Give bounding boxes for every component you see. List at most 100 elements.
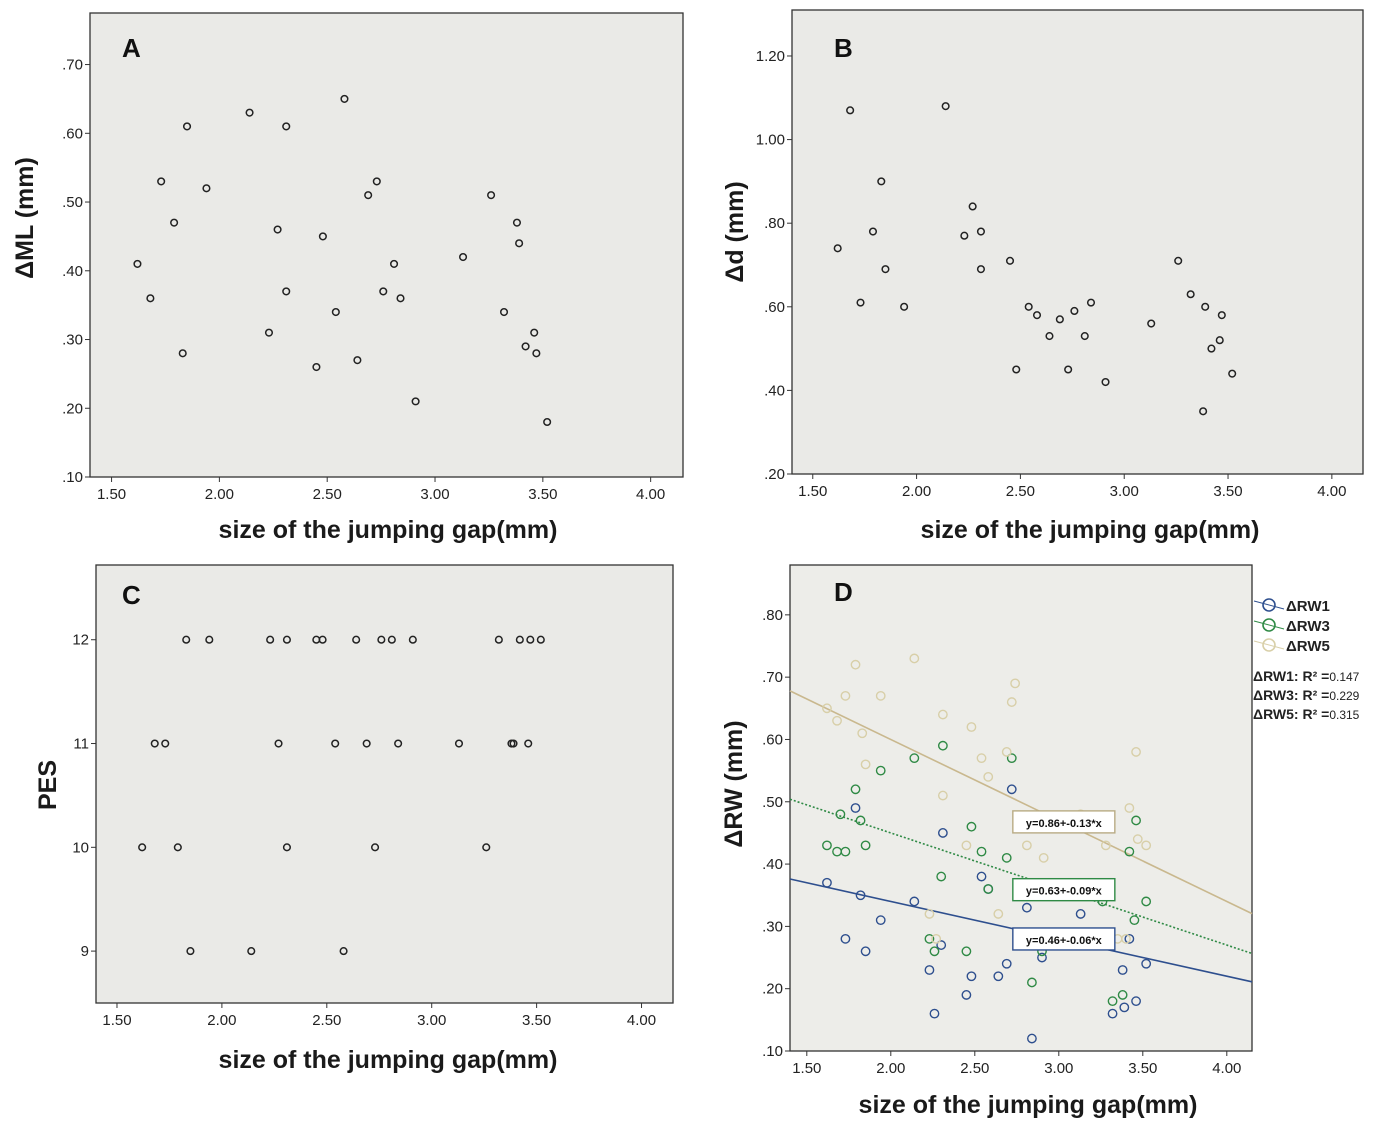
data-point bbox=[1024, 302, 1033, 311]
data-point bbox=[387, 635, 396, 644]
data-point bbox=[515, 635, 524, 644]
data-point bbox=[966, 722, 977, 732]
data-point bbox=[362, 739, 371, 748]
data-point bbox=[961, 840, 972, 851]
plot-area-a bbox=[89, 12, 684, 478]
data-point bbox=[1027, 1033, 1037, 1044]
data-point bbox=[936, 871, 947, 882]
data-point bbox=[1075, 909, 1086, 919]
data-point bbox=[993, 909, 1004, 919]
data-point bbox=[202, 184, 211, 193]
x-tick-label: 2.00 bbox=[207, 1012, 236, 1029]
data-point bbox=[1117, 990, 1128, 1000]
data-point bbox=[282, 122, 291, 131]
data-point bbox=[526, 635, 535, 644]
data-point bbox=[1080, 332, 1089, 341]
x-tick-label: 3.50 bbox=[528, 486, 557, 503]
x-tick-label: 2.50 bbox=[1006, 483, 1035, 500]
data-point bbox=[931, 933, 942, 944]
data-point bbox=[389, 259, 399, 268]
data-point bbox=[1038, 852, 1049, 863]
data-point bbox=[909, 753, 920, 764]
data-point bbox=[1119, 1002, 1130, 1013]
data-point bbox=[1141, 958, 1152, 969]
y-axis-label-c: PES bbox=[34, 760, 62, 810]
data-point bbox=[339, 947, 348, 956]
data-point bbox=[1132, 834, 1143, 845]
panel-b: B 1.50 2.00 2.50 3.00 3.50 4.00.20.40.60.801.… bbox=[721, 9, 1364, 544]
data-point bbox=[924, 933, 935, 944]
x-tick-label: 1.50 bbox=[102, 1012, 131, 1029]
data-point bbox=[1005, 256, 1015, 265]
panel-label-d: D bbox=[834, 577, 853, 607]
data-point bbox=[1101, 377, 1110, 387]
data-point bbox=[1064, 365, 1073, 374]
y-tick-label: .40 bbox=[62, 263, 83, 280]
data-point bbox=[1100, 840, 1111, 851]
x-tick-label: 3.50 bbox=[1128, 1060, 1157, 1077]
data-point bbox=[1021, 840, 1032, 851]
data-point bbox=[182, 122, 192, 131]
data-point bbox=[909, 896, 920, 907]
plot-area-d bbox=[789, 564, 1253, 1052]
y-tick-label: .10 bbox=[62, 469, 83, 486]
fit-equation-ΔRW1: y=0.46+-0.06*x bbox=[1026, 935, 1103, 947]
data-point bbox=[1174, 256, 1183, 265]
data-point bbox=[1001, 852, 1012, 863]
data-point bbox=[411, 397, 420, 406]
data-point bbox=[929, 1008, 940, 1019]
y-tick-label: .60 bbox=[764, 299, 785, 316]
data-point bbox=[340, 94, 349, 103]
data-point bbox=[840, 933, 851, 944]
x-tick-label: 1.50 bbox=[97, 486, 126, 503]
data-point bbox=[1124, 933, 1135, 944]
points-a bbox=[133, 94, 552, 427]
y-tick-label: 9 bbox=[81, 943, 89, 960]
y-tick-label: 11 bbox=[73, 736, 89, 753]
data-point bbox=[976, 753, 987, 764]
y-tick-label: .20 bbox=[62, 400, 83, 417]
r2-annotation: ΔRW3: R² =0.229 bbox=[1253, 687, 1360, 703]
panel-d: D 1.50 2.00 2.50 3.00 3.50 4.00 .10 .20 .30 .40 .5… bbox=[720, 564, 1360, 1119]
data-point bbox=[1141, 896, 1152, 907]
y-tick-label: .40 bbox=[762, 856, 783, 873]
data-point bbox=[909, 653, 920, 664]
data-point bbox=[1010, 678, 1021, 689]
x-tick-label: 4.00 bbox=[627, 1012, 656, 1029]
y-tick-label: .30 bbox=[62, 332, 83, 349]
fit-equations-d: y=0.46+-0.06*x y=0.63+-0.09*x y=0.86+-0.13… bbox=[1012, 810, 1116, 951]
data-point bbox=[875, 690, 886, 701]
points-d bbox=[822, 653, 1152, 1044]
data-point bbox=[840, 846, 851, 857]
data-point bbox=[454, 739, 464, 748]
fit-equation-box-ΔRW5 bbox=[1012, 810, 1116, 834]
x-tick-label: 3.00 bbox=[417, 1012, 446, 1029]
x-tick-label: 2.00 bbox=[205, 486, 234, 503]
data-point bbox=[1201, 302, 1210, 311]
data-point bbox=[924, 909, 935, 919]
data-point bbox=[312, 362, 321, 372]
data-point bbox=[509, 739, 518, 748]
data-point bbox=[318, 232, 327, 241]
data-point bbox=[379, 287, 388, 296]
data-point bbox=[515, 239, 524, 248]
data-point bbox=[1129, 915, 1140, 926]
data-point bbox=[282, 843, 291, 852]
data-point bbox=[1131, 815, 1141, 826]
y-tick-label: .80 bbox=[764, 215, 785, 232]
data-point bbox=[937, 828, 948, 838]
data-point bbox=[1131, 996, 1141, 1007]
data-point bbox=[868, 227, 878, 236]
data-point bbox=[1199, 407, 1208, 416]
x-tick-label: 3.00 bbox=[420, 486, 449, 503]
data-point bbox=[929, 946, 940, 957]
data-point bbox=[860, 759, 871, 770]
fit-line-ΔRW5 bbox=[789, 690, 1253, 915]
r2-annotations-d: ΔRW1: R² =0.147 ΔRW3: R² =0.229 ΔRW5: R² =… bbox=[1253, 668, 1360, 722]
x-axis-label-d: size of the jumping gap(mm) bbox=[859, 1091, 1198, 1119]
data-point bbox=[371, 843, 380, 852]
x-tick-label: 3.50 bbox=[522, 1012, 551, 1029]
x-tick-label: 2.50 bbox=[313, 486, 342, 503]
y-tick-label: 1.20 bbox=[756, 48, 785, 65]
y-tick-label: 1.00 bbox=[756, 132, 785, 149]
